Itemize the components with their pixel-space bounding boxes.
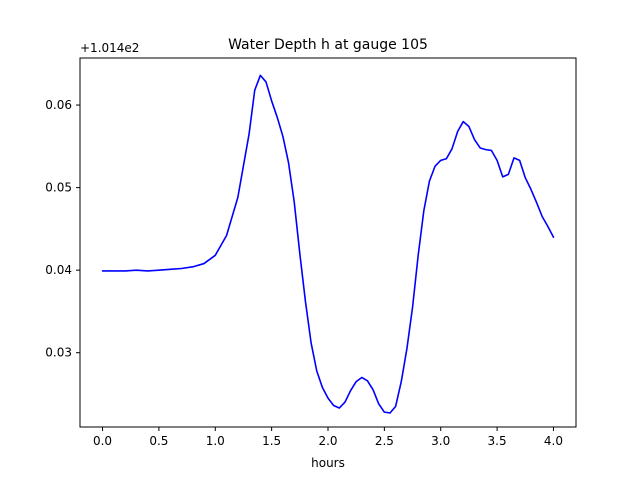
y-tick-label: 0.03 <box>45 346 72 360</box>
chart-title: Water Depth h at gauge 105 <box>228 37 428 53</box>
plot-area <box>101 74 555 414</box>
y-tick-label: 0.04 <box>45 263 72 277</box>
x-tick-label: 1.0 <box>206 434 225 448</box>
x-tick-label: 0.0 <box>93 434 112 448</box>
x-tick-group: 0.0 0.5 1.0 1.5 2.0 2.5 3.0 3.5 4.0 <box>93 427 563 448</box>
x-axis-label: hours <box>311 456 345 470</box>
y-tick-group: 0.03 0.04 0.05 0.06 <box>45 98 80 360</box>
x-tick-label: 2.5 <box>375 434 394 448</box>
y-offset-label: +1.014e2 <box>80 41 139 55</box>
y-tick-label: 0.06 <box>45 98 72 112</box>
x-tick-label: 3.5 <box>488 434 507 448</box>
plot-frame <box>79 57 577 428</box>
x-tick-label: 0.5 <box>149 434 168 448</box>
y-tick-label: 0.05 <box>45 181 72 195</box>
x-tick-label: 3.0 <box>431 434 450 448</box>
x-tick-label: 2.0 <box>318 434 337 448</box>
water-depth-line <box>101 74 555 414</box>
x-tick-label: 1.5 <box>262 434 281 448</box>
x-tick-label: 4.0 <box>544 434 563 448</box>
